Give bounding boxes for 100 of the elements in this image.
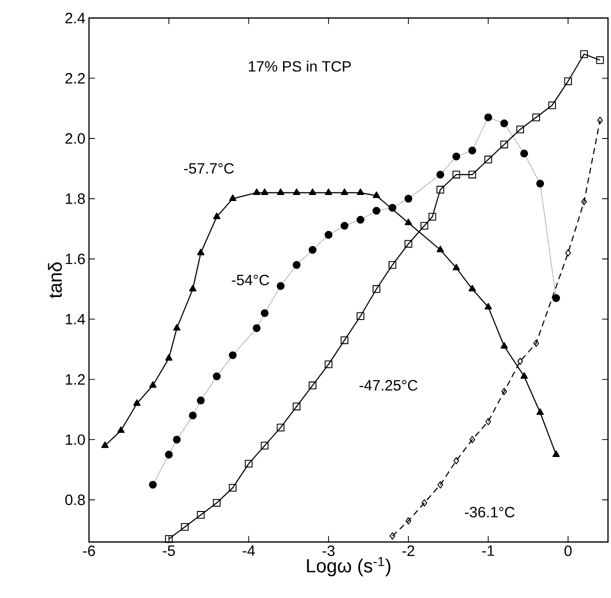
point xyxy=(469,436,476,444)
point xyxy=(340,222,348,230)
point xyxy=(500,342,508,349)
point xyxy=(212,499,221,507)
point xyxy=(484,302,492,310)
point xyxy=(196,396,205,404)
point xyxy=(468,170,476,178)
point xyxy=(292,261,301,269)
point xyxy=(173,324,180,331)
point xyxy=(580,50,588,58)
point xyxy=(422,499,428,506)
point xyxy=(516,126,524,134)
point xyxy=(520,150,528,158)
x-tick-label: -1 xyxy=(482,546,494,556)
point xyxy=(133,399,141,406)
point xyxy=(404,194,412,203)
point xyxy=(253,188,260,196)
y-tick-label: 2.0 xyxy=(65,133,85,144)
text: 17% PS in TCP xyxy=(248,60,351,72)
point xyxy=(212,372,221,380)
point xyxy=(436,246,444,252)
point xyxy=(485,418,492,426)
point xyxy=(520,372,528,379)
y-tick-label: 2.2 xyxy=(65,73,85,84)
point xyxy=(228,484,237,492)
point xyxy=(452,264,460,270)
point xyxy=(517,358,524,365)
y-tick-label: 0.8 xyxy=(65,494,85,506)
point xyxy=(324,230,332,239)
point xyxy=(101,441,109,448)
point xyxy=(565,249,571,257)
point xyxy=(213,212,220,220)
point xyxy=(452,152,460,160)
y-tick-label: 1.0 xyxy=(66,434,85,445)
point xyxy=(436,186,444,194)
point xyxy=(165,535,173,543)
point xyxy=(533,340,539,347)
text: -36.1°C xyxy=(464,506,515,518)
text: -47.25°C xyxy=(360,380,418,391)
point xyxy=(468,146,476,154)
point xyxy=(197,248,204,256)
y-tick-label: 2.4 xyxy=(65,12,86,24)
point xyxy=(180,523,189,531)
point xyxy=(500,119,508,128)
point xyxy=(324,360,332,368)
point xyxy=(356,312,364,320)
point xyxy=(532,114,540,122)
point xyxy=(436,170,444,178)
point xyxy=(244,460,253,468)
point xyxy=(536,408,544,415)
point xyxy=(388,261,396,269)
point xyxy=(324,188,332,196)
point xyxy=(308,246,316,254)
point xyxy=(260,309,269,318)
x-tick-label: 0 xyxy=(564,546,572,556)
point xyxy=(468,284,476,292)
point xyxy=(117,426,125,433)
point xyxy=(552,450,560,458)
point xyxy=(548,101,556,110)
point xyxy=(292,188,300,196)
point xyxy=(484,113,492,122)
point xyxy=(260,188,268,196)
point xyxy=(228,351,237,360)
point xyxy=(406,517,412,525)
point xyxy=(148,480,157,489)
point xyxy=(581,198,587,206)
point xyxy=(420,222,428,230)
point xyxy=(172,436,181,444)
point xyxy=(372,285,380,293)
point xyxy=(356,188,364,196)
point xyxy=(564,77,572,86)
x-tick-label: -6 xyxy=(83,546,95,556)
y-axis-title: tanδ xyxy=(48,262,62,298)
point xyxy=(189,284,196,292)
point xyxy=(149,381,157,388)
point xyxy=(452,170,460,178)
series-label: -54°C xyxy=(232,274,270,286)
point xyxy=(372,192,380,198)
point xyxy=(437,481,444,488)
point xyxy=(308,188,316,196)
y-tick-label: 1.8 xyxy=(66,193,85,204)
y-tick-label: 1.6 xyxy=(66,254,85,264)
point xyxy=(428,212,436,221)
point xyxy=(188,412,197,420)
point xyxy=(453,457,460,464)
point xyxy=(356,216,364,224)
point xyxy=(372,206,380,215)
point xyxy=(552,294,560,302)
point xyxy=(260,442,269,450)
point xyxy=(501,388,508,396)
x-tick-label: -2 xyxy=(402,546,414,556)
point xyxy=(536,180,544,188)
x-tick-label: -5 xyxy=(162,546,175,556)
point xyxy=(276,282,285,290)
y-tick-label: 1.2 xyxy=(66,374,85,385)
point xyxy=(404,240,412,248)
point xyxy=(165,354,173,361)
point xyxy=(229,194,236,202)
point xyxy=(388,204,396,212)
point xyxy=(276,424,284,432)
